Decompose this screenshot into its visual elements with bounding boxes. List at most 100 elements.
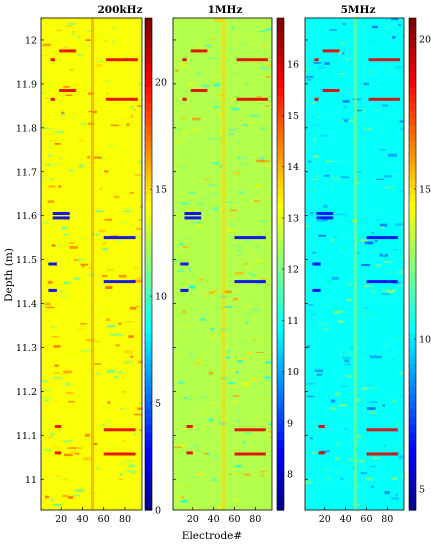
feature-high-8 (105, 58, 138, 62)
heatmap-3 (305, 18, 404, 510)
feature-low-3 (234, 236, 266, 240)
feature-low-2 (52, 216, 70, 220)
feature-low-3 (234, 280, 266, 284)
colorbar-2: 8 9 10 11 12 13 14 15 16 (276, 17, 299, 511)
feature-low-1 (48, 262, 57, 266)
panel-title-1: 200kHz (97, 4, 142, 16)
x-tick-label-3-2: 40 (340, 514, 352, 525)
colorbar-label-2-1: 8 (287, 470, 293, 481)
feature-high-4 (54, 451, 62, 455)
feature-high-8 (368, 58, 400, 62)
feature-high-5 (366, 452, 398, 456)
panel-2: 1MHz 20 40 60 80 8 9 10 11 12 13 14 15 16 (172, 4, 299, 525)
colorbar-label-2-2: 9 (287, 418, 293, 429)
feature-low-2 (184, 216, 202, 220)
feature-low-1 (312, 262, 321, 266)
x-tick-label-1-3: 60 (98, 514, 110, 525)
colorbar-label-2-9: 16 (287, 60, 299, 71)
colorbar-label-3-1: 5 (419, 485, 425, 496)
feature-high-6 (314, 58, 319, 62)
x-tick-label-2-3: 60 (228, 514, 240, 525)
colorbar-label-1-1: 0 (155, 506, 161, 517)
colorbar-label-3-4: 20 (419, 35, 431, 46)
feature-high-7 (190, 89, 208, 92)
feature-low-1 (180, 288, 189, 292)
feature-high-6 (50, 97, 55, 101)
feature-low-3 (366, 236, 398, 240)
feature-high-4 (186, 425, 193, 428)
y-tick-label-9: 11.8 (16, 123, 37, 134)
feature-high-4 (318, 451, 325, 455)
feature-high-7 (322, 49, 340, 53)
heatmap-2 (173, 18, 272, 510)
x-tick-label-2-4: 80 (249, 514, 261, 525)
y-tick-label-2: 11.1 (16, 431, 37, 442)
x-tick-label-2-2: 40 (208, 514, 220, 525)
feature-low-2 (184, 212, 202, 215)
feature-low-1 (48, 288, 57, 292)
feature-high-5 (103, 452, 136, 456)
colorbar-label-1-4: 15 (155, 185, 167, 196)
panel-title-2: 1MHz (208, 4, 243, 16)
feature-high-5 (234, 428, 266, 432)
feature-high-8 (236, 97, 268, 101)
feature-high-8 (236, 58, 268, 62)
feature-low-2 (316, 216, 334, 220)
feature-high-4 (186, 451, 193, 455)
feature-low-3 (103, 280, 136, 284)
x-tick-label-1-1: 20 (55, 514, 67, 525)
x-tick-label-1-2: 40 (76, 514, 88, 525)
y-tick-label-4: 11.3 (16, 343, 37, 354)
feature-low-3 (103, 236, 136, 240)
colorbar-3: 5 10 15 20 (408, 17, 431, 511)
x-tick-label-1-4: 80 (119, 514, 131, 525)
x-tick-label-3-1: 20 (319, 514, 331, 525)
x-tick-label-3-4: 80 (381, 514, 393, 525)
y-tick-label-5: 11.4 (16, 299, 37, 310)
colorbar-label-2-8: 15 (287, 111, 299, 122)
feature-high-4 (318, 425, 325, 428)
panel-1: 200kHz 20 40 60 80 0 5 10 15 20 (40, 4, 167, 525)
feature-high-7 (59, 49, 77, 53)
colorbar-label-3-3: 15 (419, 185, 431, 196)
feature-low-1 (312, 288, 321, 292)
feature-high-8 (105, 97, 138, 101)
panel-frame-2 (172, 17, 273, 511)
colorbar-label-2-3: 10 (287, 367, 299, 378)
colorbar-label-2-6: 13 (287, 213, 299, 224)
feature-high-5 (366, 428, 398, 432)
panel-3: 5MHz 20 40 60 80 5 10 15 20 (304, 4, 431, 525)
x-axis-label: Electrode# (182, 530, 242, 542)
colorbar-label-1-2: 5 (155, 399, 161, 410)
colorbar-label-2-7: 14 (287, 162, 299, 173)
panel-title-3: 5MHz (341, 4, 376, 16)
feature-high-6 (314, 97, 319, 101)
feature-high-8 (368, 97, 400, 101)
y-tick-label-10: 11.9 (16, 79, 37, 90)
y-axis-label: Depth (m) (3, 248, 15, 302)
feature-high-4 (54, 425, 62, 428)
heatmap-1 (41, 18, 142, 510)
feature-high-7 (322, 89, 340, 92)
y-tick-label-11: 12 (25, 35, 37, 46)
y-tick-label-8: 11.7 (16, 167, 37, 178)
y-tick-label-6: 11.5 (16, 255, 37, 266)
feature-low-2 (52, 212, 70, 215)
colorbar-label-3-2: 10 (419, 335, 431, 346)
panel-frame-1 (40, 17, 143, 511)
colorbar-label-1-5: 20 (155, 78, 167, 89)
feature-high-5 (103, 428, 136, 432)
feature-high-6 (182, 58, 187, 62)
colorbar-label-2-4: 11 (287, 316, 299, 327)
feature-high-6 (182, 97, 187, 101)
feature-high-7 (190, 49, 208, 53)
colorbar-label-1-3: 10 (155, 292, 167, 303)
colorbar-label-2-5: 12 (287, 265, 299, 276)
feature-high-6 (50, 58, 55, 62)
y-tick-label-3: 11.2 (16, 387, 37, 398)
feature-low-3 (366, 280, 398, 284)
panel-frame-3 (304, 17, 405, 511)
y-tick-label-7: 11.6 (16, 211, 37, 222)
y-tick-label-1: 11 (25, 475, 37, 486)
